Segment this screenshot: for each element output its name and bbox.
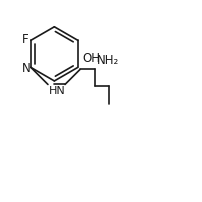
Text: F: F [21,33,28,46]
Text: N: N [22,62,31,75]
Text: NH₂: NH₂ [97,54,119,67]
Text: OH: OH [82,52,100,65]
Text: HN: HN [49,86,65,96]
